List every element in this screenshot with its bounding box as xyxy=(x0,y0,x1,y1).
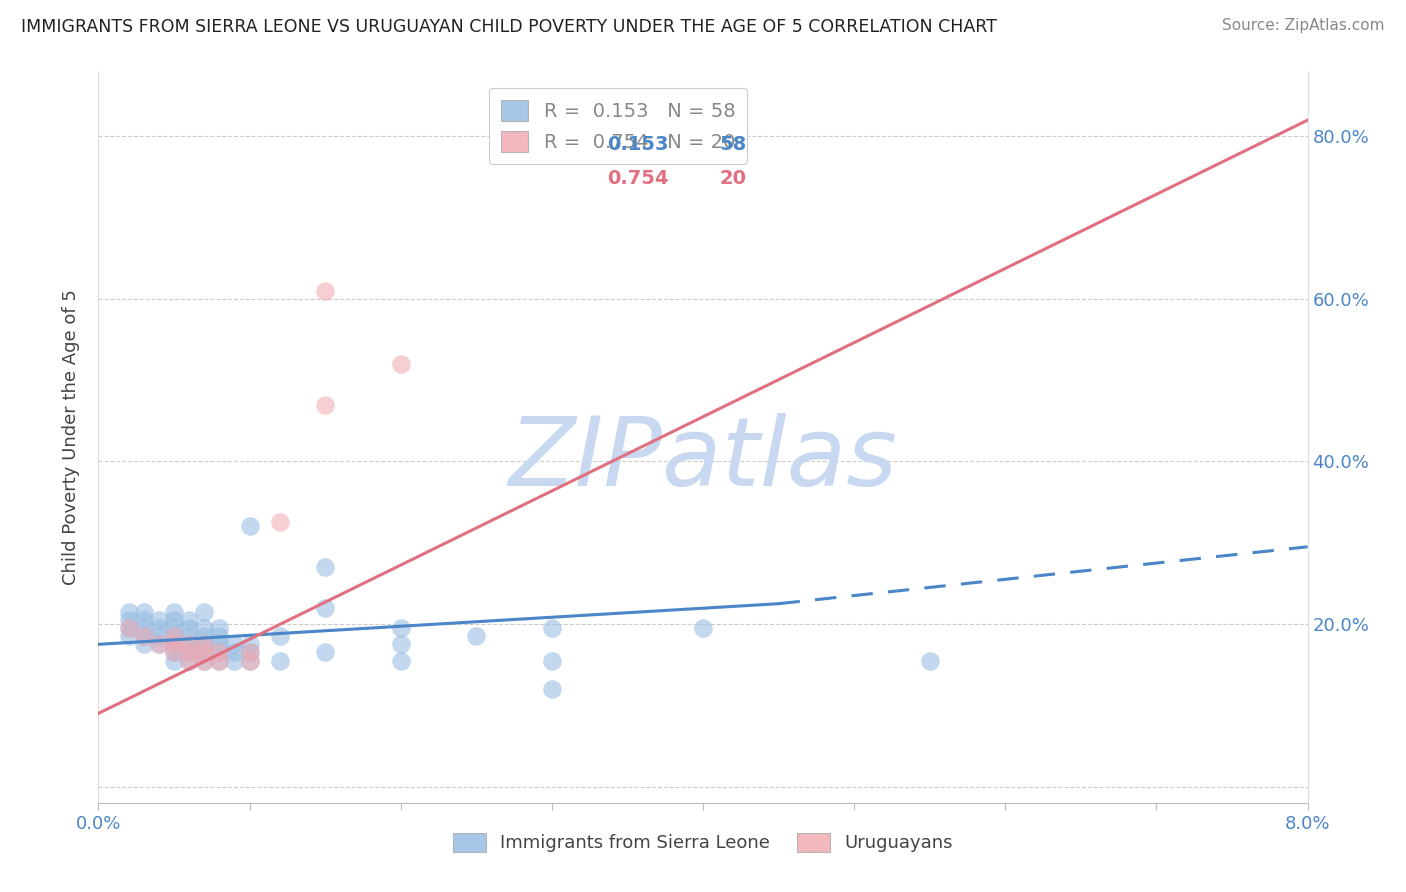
Point xyxy=(163,637,186,651)
Point xyxy=(179,645,201,659)
Point xyxy=(918,654,941,668)
Point xyxy=(179,637,201,651)
Point xyxy=(148,637,170,651)
Point xyxy=(132,629,155,643)
Text: Source: ZipAtlas.com: Source: ZipAtlas.com xyxy=(1222,18,1385,33)
Point xyxy=(224,637,246,651)
Point xyxy=(118,629,141,643)
Point xyxy=(179,629,201,643)
Point xyxy=(224,654,246,668)
Point xyxy=(269,629,291,643)
Point xyxy=(163,654,186,668)
Point xyxy=(193,637,215,651)
Point xyxy=(179,654,201,668)
Point xyxy=(208,637,231,651)
Point xyxy=(239,654,262,668)
Point xyxy=(193,654,215,668)
Point xyxy=(269,654,291,668)
Point xyxy=(269,516,291,530)
Point xyxy=(193,654,215,668)
Point xyxy=(239,645,262,659)
Point xyxy=(239,654,262,668)
Point xyxy=(118,621,141,635)
Point xyxy=(314,600,336,615)
Point xyxy=(163,645,186,659)
Legend: Immigrants from Sierra Leone, Uruguayans: Immigrants from Sierra Leone, Uruguayans xyxy=(446,826,960,860)
Point xyxy=(193,645,215,659)
Point xyxy=(540,654,562,668)
Point xyxy=(163,629,186,643)
Point xyxy=(540,621,562,635)
Point xyxy=(239,645,262,659)
Point xyxy=(465,629,488,643)
Point xyxy=(208,645,231,659)
Point xyxy=(148,629,170,643)
Point xyxy=(163,621,186,635)
Point xyxy=(692,621,714,635)
Point xyxy=(193,637,215,651)
Point xyxy=(118,605,141,619)
Point xyxy=(163,605,186,619)
Point xyxy=(118,621,141,635)
Point xyxy=(208,629,231,643)
Point xyxy=(224,645,246,659)
Point xyxy=(540,681,562,696)
Y-axis label: Child Poverty Under the Age of 5: Child Poverty Under the Age of 5 xyxy=(62,289,80,585)
Point xyxy=(389,621,412,635)
Point xyxy=(314,284,336,298)
Point xyxy=(239,519,262,533)
Text: 0.754: 0.754 xyxy=(607,169,668,188)
Point xyxy=(193,629,215,643)
Point xyxy=(163,613,186,627)
Text: 58: 58 xyxy=(720,135,747,153)
Text: 0.153: 0.153 xyxy=(607,135,668,153)
Point xyxy=(179,637,201,651)
Point xyxy=(389,637,412,651)
Point xyxy=(148,637,170,651)
Point xyxy=(132,605,155,619)
Point xyxy=(118,613,141,627)
Point xyxy=(208,645,231,659)
Point xyxy=(132,621,155,635)
Point xyxy=(193,621,215,635)
Point xyxy=(132,613,155,627)
Point xyxy=(239,637,262,651)
Text: ZIPatlas: ZIPatlas xyxy=(509,412,897,506)
Text: IMMIGRANTS FROM SIERRA LEONE VS URUGUAYAN CHILD POVERTY UNDER THE AGE OF 5 CORRE: IMMIGRANTS FROM SIERRA LEONE VS URUGUAYA… xyxy=(21,18,997,36)
Point xyxy=(389,654,412,668)
Text: 20: 20 xyxy=(720,169,747,188)
Point xyxy=(179,621,201,635)
Point xyxy=(193,605,215,619)
Point xyxy=(193,645,215,659)
Point xyxy=(314,560,336,574)
Point xyxy=(132,637,155,651)
Point xyxy=(208,654,231,668)
Point xyxy=(163,637,186,651)
Point xyxy=(389,357,412,371)
Point xyxy=(148,613,170,627)
Point xyxy=(179,613,201,627)
Point xyxy=(163,629,186,643)
Point xyxy=(179,654,201,668)
Point xyxy=(148,621,170,635)
Point xyxy=(208,654,231,668)
Point xyxy=(208,621,231,635)
Point xyxy=(179,645,201,659)
Point xyxy=(132,629,155,643)
Point xyxy=(163,645,186,659)
Point xyxy=(314,398,336,412)
Point xyxy=(314,645,336,659)
